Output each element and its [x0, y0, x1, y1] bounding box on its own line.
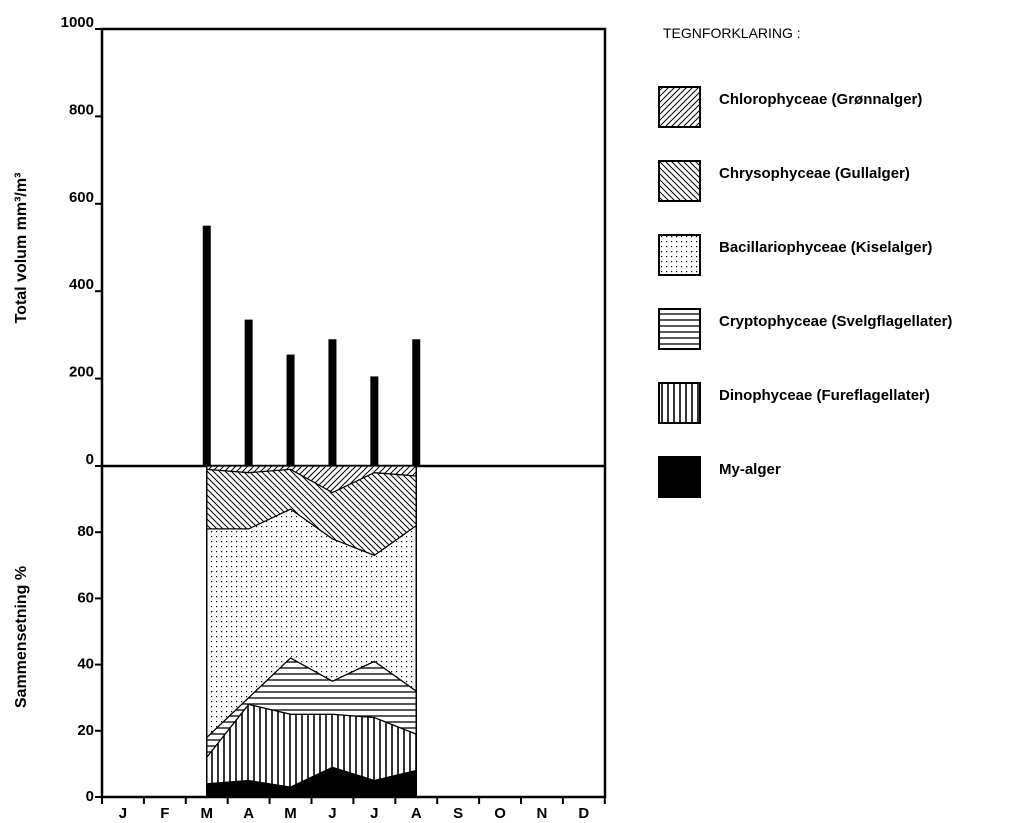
legend-swatch: [658, 308, 701, 350]
top-y-tick-label: 600: [69, 189, 94, 206]
legend-label: Bacillariophyceae (Kiselalger): [719, 239, 932, 256]
top-y-tick-label: 0: [86, 451, 94, 468]
bottom-y-tick-label: 60: [77, 589, 94, 606]
volume-bar: [286, 354, 295, 466]
legend-swatch: [658, 234, 701, 276]
legend: TEGNFORKLARING : Chlorophyceae (Grønnalg…: [658, 25, 952, 498]
bottom-y-tick-label: 0: [86, 788, 94, 805]
x-tick-label: J: [119, 805, 127, 822]
legend-label: Cryptophyceae (Svelgflagellater): [719, 313, 952, 330]
volume-bar: [202, 225, 211, 466]
legend-swatch: [658, 382, 701, 424]
legend-swatch: [658, 160, 701, 202]
top-y-tick-label: 400: [69, 276, 94, 293]
volume-bar-layer: [202, 225, 421, 466]
bottom-y-tick-label: 40: [77, 656, 94, 673]
x-tick-label: M: [284, 805, 297, 822]
volume-bar: [412, 339, 421, 466]
legend-label: Chrysophyceae (Gullalger): [719, 165, 910, 182]
x-tick-label: A: [411, 805, 422, 822]
x-tick-label: D: [578, 805, 589, 822]
top-y-tick-label: 800: [69, 101, 94, 118]
legend-label: My-alger: [719, 461, 781, 478]
legend-item: Chlorophyceae (Grønnalger): [658, 86, 922, 128]
x-tick-label: N: [537, 805, 548, 822]
top-y-tick-label: 1000: [61, 14, 94, 31]
x-tick-label: A: [243, 805, 254, 822]
bottom-y-tick-label: 20: [77, 722, 94, 739]
x-tick-label: S: [453, 805, 463, 822]
legend-title: TEGNFORKLARING :: [663, 25, 801, 41]
x-tick-label: J: [370, 805, 378, 822]
composition-area-layer: [206, 465, 417, 798]
x-tick-label: M: [201, 805, 214, 822]
legend-item: Chrysophyceae (Gullalger): [658, 160, 910, 202]
x-tick-label: J: [328, 805, 336, 822]
legend-swatch: [658, 86, 701, 128]
volume-bar: [244, 319, 253, 466]
volume-bar: [328, 339, 337, 466]
legend-label: Dinophyceae (Fureflagellater): [719, 387, 930, 404]
top-y-axis-title: Total volum mm³/m³: [13, 173, 30, 324]
bottom-y-tick-label: 80: [77, 523, 94, 540]
legend-item: Bacillariophyceae (Kiselalger): [658, 234, 932, 276]
legend-item: Cryptophyceae (Svelgflagellater): [658, 308, 952, 350]
legend-item: Dinophyceae (Fureflagellater): [658, 382, 930, 424]
x-tick-label: O: [494, 805, 506, 822]
axis-tick-layer: 0 200 400 600 800 1000 0 20 40 60 80 J F M A M J J A S O N D: [61, 14, 606, 822]
x-tick-label: F: [160, 805, 169, 822]
legend-swatch: [658, 456, 701, 498]
legend-item: My-alger: [658, 456, 781, 498]
legend-label: Chlorophyceae (Grønnalger): [719, 91, 922, 108]
bottom-y-axis-title: Sammensetning %: [13, 566, 30, 708]
volume-bar: [370, 376, 379, 466]
top-y-tick-label: 200: [69, 364, 94, 381]
